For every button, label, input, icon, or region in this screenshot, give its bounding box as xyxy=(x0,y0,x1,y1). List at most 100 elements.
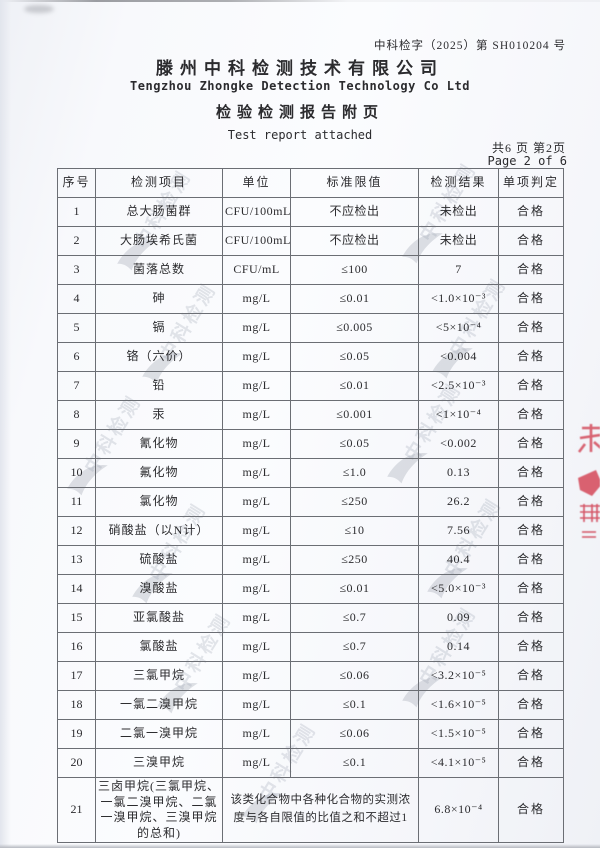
cell-no: 2 xyxy=(57,226,96,256)
cell-result: <3.2×10⁻⁵ xyxy=(418,661,499,691)
cell-item: 一氯二溴甲烷 xyxy=(95,690,223,720)
cell-item: 二氯一溴甲烷 xyxy=(95,719,223,749)
table-row: 20 三溴甲烷 mg/L ≤0.1 <4.1×10⁻⁵ 合格 xyxy=(57,748,564,778)
page-count-cn: 共6 页 第2页 xyxy=(491,141,566,155)
cell-limit: ≤0.1 xyxy=(290,748,419,778)
cell-unit: mg/L xyxy=(222,458,291,488)
cell-unit: CFU/mL xyxy=(222,255,291,285)
cell-no: 13 xyxy=(57,545,96,575)
scan-edge-top xyxy=(0,0,600,2)
cell-item: 菌落总数 xyxy=(95,255,223,285)
cell-limit: ≤0.06 xyxy=(290,719,419,749)
header-result: 检测结果 xyxy=(418,168,499,198)
cell-limit: ≤0.1 xyxy=(290,690,419,720)
header-item: 检测项目 xyxy=(95,168,223,198)
cell-item: 氯化物 xyxy=(95,487,223,517)
cell-item: 砷 xyxy=(95,284,223,314)
cell-no: 8 xyxy=(57,400,96,430)
cell-limit: 不应检出 xyxy=(290,197,419,227)
table-row: 9 氰化物 mg/L ≤0.05 <0.002 合格 xyxy=(57,429,564,459)
results-table: 序号 检测项目 单位 标准限值 检测结果 单项判定 1 总大肠菌群 CFU/100m… xyxy=(57,168,564,844)
cell-result: <0.002 xyxy=(418,429,499,459)
cell-result: 未检出 xyxy=(418,226,499,256)
cell-verdict: 合格 xyxy=(498,690,564,720)
table-row: 11 氯化物 mg/L ≤250 26.2 合格 xyxy=(57,487,564,517)
cell-result: <1×10⁻⁴ xyxy=(418,400,499,430)
cell-result: 0.14 xyxy=(418,632,499,662)
cell-limit: ≤0.06 xyxy=(290,661,419,691)
cell-verdict: 合格 xyxy=(498,342,564,372)
table-row: 2 大肠埃希氏菌 CFU/100mL 不应检出 未检出 合格 xyxy=(57,226,564,256)
table-row: 6 铬（六价） mg/L ≤0.05 <0.004 合格 xyxy=(57,342,564,372)
cell-item: 三卤甲烷(三氯甲烷、一氯二溴甲烷、二氯一溴甲烷、三溴甲烷的总和) xyxy=(95,776,223,844)
cell-limit: ≤0.01 xyxy=(290,284,419,314)
cell-result: 7.56 xyxy=(418,516,499,546)
cell-result: 6.8×10⁻⁴ xyxy=(418,776,499,844)
cell-unit: mg/L xyxy=(222,748,291,778)
cell-item: 氯酸盐 xyxy=(95,632,223,662)
cell-no: 14 xyxy=(57,574,96,604)
cell-item: 镉 xyxy=(95,313,223,343)
cell-verdict: 合格 xyxy=(498,516,564,546)
cell-item: 硝酸盐（以N计） xyxy=(95,516,223,546)
header-limit: 标准限值 xyxy=(290,168,419,198)
table-header-row: 序号 检测项目 单位 标准限值 检测结果 单项判定 xyxy=(57,168,564,198)
table-row: 21 三卤甲烷(三氯甲烷、一氯二溴甲烷、二氯一溴甲烷、三溴甲烷的总和) 该类化合物中… xyxy=(57,776,564,844)
cell-unit: mg/L xyxy=(222,690,291,720)
cell-limit: ≤10 xyxy=(290,516,419,546)
cell-unit: mg/L xyxy=(222,661,291,691)
table-row: 1 总大肠菌群 CFU/100mL 不应检出 未检出 合格 xyxy=(57,197,564,227)
cell-verdict: 合格 xyxy=(498,487,564,517)
cell-item: 硫酸盐 xyxy=(95,545,223,575)
cell-verdict: 合格 xyxy=(498,400,564,430)
cell-unit: mg/L xyxy=(222,719,291,749)
cell-unit: mg/L xyxy=(222,284,291,314)
cell-limit: ≤1.0 xyxy=(290,458,419,488)
table-row: 8 汞 mg/L ≤0.001 <1×10⁻⁴ 合格 xyxy=(57,400,564,430)
cell-unit: mg/L xyxy=(222,632,291,662)
cell-unit: CFU/100mL xyxy=(222,197,291,227)
cell-unit: mg/L xyxy=(222,574,291,604)
results-table-body: 1 总大肠菌群 CFU/100mL 不应检出 未检出 合格 2 大肠埃希氏菌 CFU/100mL… xyxy=(57,197,564,844)
table-row: 3 菌落总数 CFU/mL ≤100 7 合格 xyxy=(57,255,564,285)
cell-result: 0.13 xyxy=(418,458,499,488)
cell-unit: mg/L xyxy=(222,545,291,575)
cell-no: 19 xyxy=(57,719,96,749)
cell-no: 15 xyxy=(57,603,96,633)
cell-limit: ≤0.7 xyxy=(290,603,419,633)
cell-verdict: 合格 xyxy=(498,255,564,285)
cell-verdict: 合格 xyxy=(498,719,564,749)
cell-item: 溴酸盐 xyxy=(95,574,223,604)
cell-item: 三氯甲烷 xyxy=(95,661,223,691)
table-row: 7 铅 mg/L ≤0.01 <2.5×10⁻³ 合格 xyxy=(57,371,564,401)
cell-limit: ≤0.01 xyxy=(290,371,419,401)
cell-limit: ≤250 xyxy=(290,545,419,575)
report-title-en: Test report attached xyxy=(227,128,373,142)
cell-verdict: 合格 xyxy=(498,371,564,401)
cell-verdict: 合格 xyxy=(498,458,564,488)
cell-result: <2.5×10⁻³ xyxy=(418,371,499,401)
cell-unit: CFU/100mL xyxy=(222,226,291,256)
cell-result: 7 xyxy=(418,255,499,285)
cell-verdict: 合格 xyxy=(498,284,564,314)
cell-verdict: 合格 xyxy=(498,776,564,844)
cell-no: 21 xyxy=(57,776,96,844)
cell-limit: ≤0.001 xyxy=(290,400,419,430)
cell-limit: ≤250 xyxy=(290,487,419,517)
cell-result: 0.09 xyxy=(418,603,499,633)
cell-unit: mg/L xyxy=(222,487,291,517)
cell-verdict: 合格 xyxy=(498,429,564,459)
table-row: 14 溴酸盐 mg/L ≤0.01 <5.0×10⁻³ 合格 xyxy=(57,574,564,604)
table-row: 16 氯酸盐 mg/L ≤0.7 0.14 合格 xyxy=(57,632,564,662)
cell-no: 10 xyxy=(57,458,96,488)
cell-verdict: 合格 xyxy=(498,226,564,256)
cell-unit: mg/L xyxy=(222,603,291,633)
cell-result: <4.1×10⁻⁵ xyxy=(418,748,499,778)
cell-unit: mg/L xyxy=(222,342,291,372)
red-stamp-icon xyxy=(572,420,600,585)
cell-result: <5.0×10⁻³ xyxy=(418,574,499,604)
cell-verdict: 合格 xyxy=(498,574,564,604)
cell-limit: ≤0.05 xyxy=(290,342,419,372)
cell-verdict: 合格 xyxy=(498,197,564,227)
report-title-cn: 检验检测报告附页 xyxy=(215,105,384,121)
